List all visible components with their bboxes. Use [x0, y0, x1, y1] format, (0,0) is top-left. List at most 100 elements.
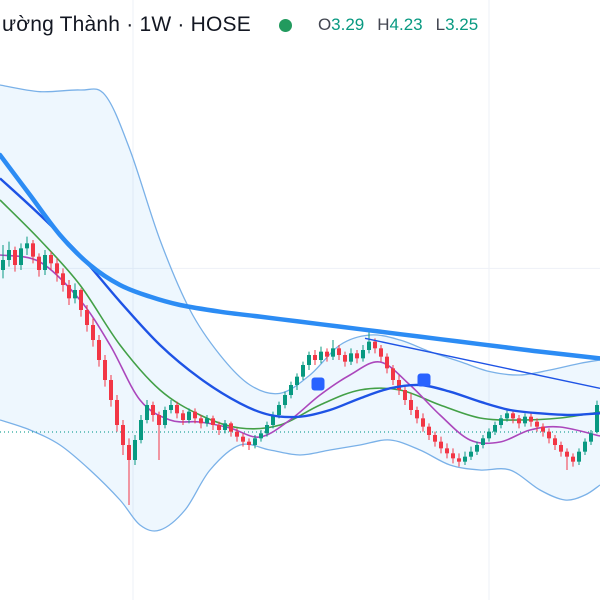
candle-body: [49, 255, 53, 264]
candle-body: [349, 353, 353, 362]
candle-body: [469, 451, 473, 457]
candle-body: [565, 451, 569, 457]
candle-body: [589, 433, 593, 442]
candle-body: [61, 273, 65, 285]
trendline[interactable]: [364, 337, 600, 390]
candle-body: [427, 426, 431, 435]
candle-body: [535, 421, 539, 427]
candle-body: [211, 418, 215, 425]
candle-body: [499, 418, 503, 425]
candle-body: [379, 348, 383, 357]
symbol-title[interactable]: ường Thành · 1W · HOSE: [2, 13, 251, 36]
candle-body: [79, 290, 83, 310]
candle-body: [13, 250, 17, 265]
candle-body: [493, 425, 497, 432]
candle-body: [511, 413, 515, 419]
signal-marker-icon[interactable]: [311, 377, 325, 391]
candle-body: [205, 418, 209, 424]
candle-body: [7, 250, 11, 260]
candle-body: [67, 285, 71, 299]
candle-body: [319, 351, 323, 360]
candle-body: [457, 458, 461, 462]
candle-body: [397, 380, 401, 390]
candle-body: [85, 310, 89, 325]
candle-body: [97, 340, 101, 360]
candle-body: [253, 438, 257, 445]
candle-body: [523, 416, 527, 424]
candle-body: [121, 425, 125, 445]
bollinger-lower-line: [0, 419, 600, 532]
candle-body: [139, 420, 143, 440]
candle-body: [127, 445, 131, 460]
candle-body: [385, 356, 389, 369]
candle-body: [223, 423, 227, 430]
candle-body: [547, 431, 551, 439]
candle-body: [337, 348, 341, 355]
candle-body: [217, 425, 221, 430]
candle-body: [295, 376, 299, 385]
candle-body: [187, 411, 191, 420]
candle-body: [229, 423, 233, 432]
signal-marker-icon[interactable]: [417, 373, 431, 387]
candle-body: [199, 418, 203, 424]
ma-long-line: [0, 152, 600, 361]
candle-body: [247, 441, 251, 445]
candle-body: [571, 456, 575, 462]
candle-body: [481, 438, 485, 445]
candle-body: [343, 355, 347, 362]
candle-body: [31, 243, 35, 257]
candle-body: [301, 365, 305, 377]
candle-body: [433, 435, 437, 442]
candle-body: [109, 380, 113, 400]
candle-body: [559, 445, 563, 452]
candle-body: [193, 411, 197, 419]
candle-body: [307, 355, 311, 365]
candle-body: [157, 415, 161, 425]
bollinger-upper-line: [0, 84, 600, 395]
candle-body: [277, 405, 281, 415]
candle-body: [19, 248, 23, 265]
candle-body: [283, 395, 287, 405]
candle-body: [373, 341, 377, 349]
candle-body: [361, 350, 365, 359]
candle-body: [265, 425, 269, 434]
candle-body: [37, 256, 41, 270]
candle-body: [415, 410, 419, 419]
candle-body: [487, 431, 491, 439]
candle-body: [25, 243, 29, 249]
candle-body: [259, 433, 263, 439]
candle-body: [235, 431, 239, 437]
candle-body: [91, 325, 95, 340]
candle-body: [421, 418, 425, 427]
ma-mid-line: [0, 177, 600, 419]
candle-body: [463, 456, 467, 462]
candle-body: [163, 410, 167, 425]
candles-layer: [1, 236, 599, 505]
candle-body: [133, 440, 137, 460]
candle-body: [1, 260, 5, 270]
candle-body: [103, 360, 107, 380]
candle-body: [367, 341, 371, 350]
candle-body: [151, 405, 155, 415]
candle-body: [517, 418, 521, 424]
candle-body: [169, 405, 173, 410]
candle-body: [115, 400, 119, 425]
candle-body: [577, 451, 581, 462]
ma-purple-line: [0, 254, 600, 445]
candle-body: [451, 453, 455, 459]
candle-body: [475, 445, 479, 452]
candle-body: [181, 413, 185, 420]
candle-body: [529, 416, 533, 422]
candle-body: [445, 448, 449, 454]
candle-body: [241, 436, 245, 442]
candle-body: [73, 290, 77, 299]
candle-body: [271, 415, 275, 425]
candle-body: [595, 405, 599, 432]
candle-body: [541, 426, 545, 432]
candle-body: [331, 348, 335, 357]
candle-body: [175, 405, 179, 414]
candle-body: [325, 351, 329, 357]
